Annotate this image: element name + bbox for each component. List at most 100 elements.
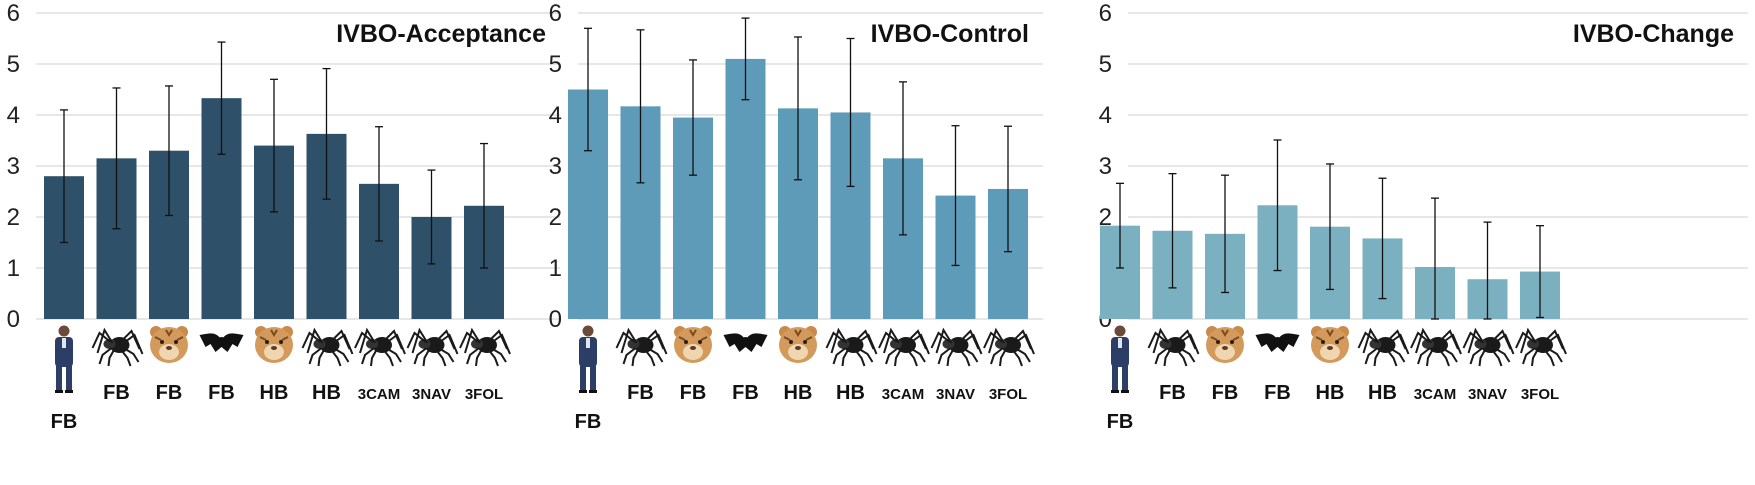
x-category-label: FB	[156, 382, 183, 404]
x-category-label: FB	[627, 382, 654, 404]
y-tick-label: 4	[549, 102, 562, 129]
x-category-label: FB	[1264, 382, 1291, 404]
y-tick-label: 5	[7, 51, 20, 78]
bat-icon	[1255, 333, 1300, 352]
y-tick-label: 2	[7, 204, 20, 231]
tiger-icon	[779, 326, 817, 363]
y-tick-label: 4	[1099, 102, 1112, 129]
x-category-label: 3FOL	[1521, 386, 1559, 403]
spider-icon	[301, 327, 354, 367]
error-bar	[1116, 182, 1124, 269]
error-bar	[899, 81, 907, 236]
chart-title: IVBO-Acceptance	[336, 20, 546, 48]
y-tick-label: 3	[1099, 153, 1112, 180]
x-category-label: 3NAV	[936, 386, 975, 403]
human-avatar-icon	[55, 325, 73, 393]
error-bar	[1326, 163, 1334, 291]
tiger-icon	[1206, 326, 1244, 363]
spider-icon	[1147, 327, 1200, 367]
error-bar	[1378, 177, 1387, 300]
error-bar	[270, 78, 278, 213]
bar	[725, 58, 766, 320]
y-tick-label: 3	[7, 153, 20, 180]
y-tick-label: 2	[1099, 204, 1112, 231]
x-category-label: HB	[1316, 382, 1345, 404]
spider-icon	[983, 327, 1035, 367]
error-bar	[636, 29, 645, 184]
y-tick-label: 4	[7, 102, 20, 129]
bat-icon	[199, 333, 244, 352]
x-category-label: 3NAV	[1468, 386, 1507, 403]
spider-icon	[878, 327, 930, 367]
x-category-label: 3FOL	[465, 386, 503, 403]
bat-icon	[723, 333, 768, 352]
y-tick-label: 0	[549, 306, 562, 333]
error-bar	[1536, 225, 1544, 319]
spider-icon	[1462, 327, 1515, 367]
chart-title: IVBO-Change	[1573, 20, 1734, 48]
y-tick-label: 3	[549, 153, 562, 180]
spider-icon	[825, 327, 878, 367]
chart-panel-3: 0123456FBFBFBFBHBHB3CAM3NAV3FOLIVBO-Chan…	[1099, 0, 1748, 433]
y-tick-label: 5	[1099, 51, 1112, 78]
human-avatar-icon	[579, 325, 597, 393]
error-bar	[480, 142, 488, 269]
error-bar	[1483, 221, 1492, 320]
x-category-label: FB	[732, 382, 759, 404]
x-category-label: HB	[260, 382, 289, 404]
spider-icon	[459, 327, 511, 367]
y-tick-label: 6	[7, 0, 20, 27]
error-bar	[217, 41, 226, 155]
error-bar	[60, 109, 68, 244]
error-bar	[1221, 174, 1229, 294]
x-category-label: FB	[575, 411, 602, 433]
tiger-icon	[150, 326, 188, 363]
y-tick-label: 1	[7, 255, 20, 282]
x-category-label: FB	[680, 382, 707, 404]
tiger-icon	[674, 326, 712, 363]
y-tick-label: 0	[7, 306, 20, 333]
y-tick-label: 1	[549, 255, 562, 282]
error-bar	[375, 126, 383, 242]
x-category-label: HB	[836, 382, 865, 404]
error-bar	[1431, 197, 1439, 320]
x-category-label: FB	[1212, 382, 1239, 404]
x-category-label: 3CAM	[1414, 386, 1457, 403]
x-category-label: 3CAM	[882, 386, 925, 403]
human-avatar-icon	[1111, 325, 1129, 393]
x-category-label: FB	[103, 382, 130, 404]
spider-icon	[406, 327, 459, 367]
x-category-label: FB	[1159, 382, 1186, 404]
x-category-label: FB	[51, 411, 78, 433]
spider-icon	[615, 327, 668, 367]
x-category-label: 3CAM	[358, 386, 401, 403]
x-category-label: FB	[208, 382, 235, 404]
y-tick-label: 6	[1099, 0, 1112, 27]
spider-icon	[354, 327, 406, 367]
x-category-label: HB	[1368, 382, 1397, 404]
error-bar	[846, 37, 855, 188]
spider-icon	[1357, 327, 1410, 367]
x-category-label: 3NAV	[412, 386, 451, 403]
error-bar	[322, 67, 331, 200]
x-category-label: HB	[312, 382, 341, 404]
error-bar	[427, 169, 436, 265]
chart-title: IVBO-Control	[871, 20, 1029, 48]
error-bar	[1004, 125, 1012, 253]
error-bar	[1168, 172, 1177, 289]
error-bar	[112, 87, 121, 230]
error-bar	[951, 125, 960, 267]
y-tick-label: 6	[549, 0, 562, 27]
error-bar	[689, 59, 697, 176]
error-bar	[741, 17, 750, 101]
x-category-label: 3FOL	[989, 386, 1027, 403]
error-bar	[794, 36, 802, 181]
tiger-icon	[255, 326, 293, 363]
spider-icon	[1410, 327, 1462, 367]
spider-icon	[930, 327, 983, 367]
error-bar	[165, 85, 173, 217]
x-category-label: FB	[1107, 411, 1134, 433]
y-tick-label: 5	[549, 51, 562, 78]
